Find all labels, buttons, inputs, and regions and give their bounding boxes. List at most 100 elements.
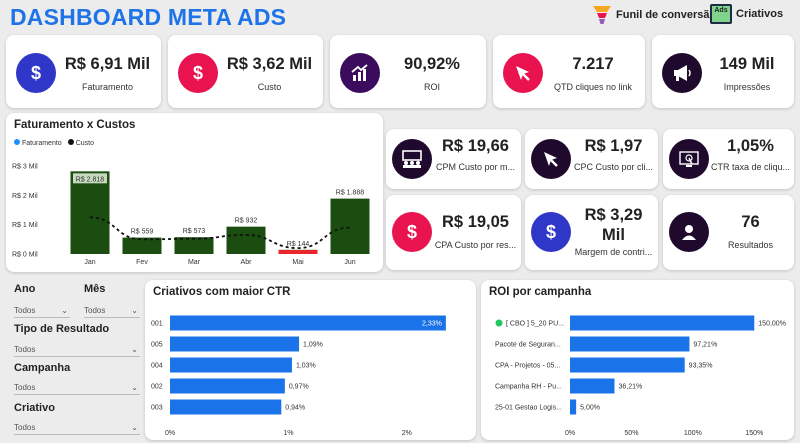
x-tick-label: Mai — [292, 259, 304, 266]
kpi-side-card-6: 76 Resultados — [663, 195, 794, 270]
kpi-value: 149 Mil — [719, 55, 775, 73]
x-tick-label: 100% — [684, 430, 702, 437]
data-label: R$ 144 — [287, 241, 310, 248]
cost-line — [89, 216, 351, 250]
category-label: Campanha RH - Pu... — [495, 384, 562, 391]
chevron-down-icon: ⌄ — [131, 344, 138, 354]
filter-value-ano: Todos — [14, 305, 36, 315]
kpi-card-3: 90,92% ROI — [330, 35, 486, 108]
x-tick-label: 0% — [165, 430, 175, 437]
kpi-value: 90,92% — [404, 55, 460, 73]
filter-label-tipo-resultado: Tipo de Resultado — [14, 323, 110, 335]
bar-4[interactable] — [570, 378, 615, 394]
bar-faturamento-mar[interactable] — [174, 237, 214, 254]
growth-chart-icon — [340, 53, 380, 93]
bar-faturamento-jan[interactable] — [70, 171, 110, 254]
kpi-label: Faturamento — [81, 82, 134, 92]
kpi-label: Custo — [257, 82, 282, 92]
ads-icon: Ads — [710, 4, 732, 24]
bar-1[interactable] — [570, 315, 755, 331]
category-label: 005 — [151, 342, 163, 349]
filter-value-criativo: Todos — [14, 422, 36, 432]
kpi-side-card-3: 1,05% CTR taxa de cliqu... — [663, 129, 794, 189]
bar-faturamento-fev[interactable] — [122, 237, 162, 254]
funnel-nav-label: Funil de conversão — [616, 9, 717, 21]
svg-text:$: $ — [193, 63, 203, 83]
chevron-down-icon: ⌄ — [131, 382, 138, 392]
y-tick-label: R$ 3 Mil — [12, 164, 38, 171]
kpi-label: CPA Custo por res... — [434, 240, 517, 250]
filter-select-criativo[interactable]: Todos ⌄ — [14, 420, 140, 435]
status-dot-icon — [495, 319, 503, 327]
filter-value-mes: Todos — [84, 305, 106, 315]
kpi-label: Margem de contri... — [574, 247, 653, 257]
filter-select-campanha[interactable]: Todos ⌄ — [14, 380, 140, 395]
audience-icon — [392, 139, 432, 179]
legend-item-custo: Custo — [67, 139, 94, 147]
x-tick-label: Mar — [188, 259, 201, 266]
y-tick-label: R$ 0 Mil — [12, 252, 38, 259]
filter-select-tipo-resultado[interactable]: Todos ⌄ — [14, 342, 140, 357]
bar-2[interactable] — [170, 336, 300, 352]
bar-5[interactable] — [570, 399, 577, 415]
data-label: R$ 2.818 — [76, 176, 105, 183]
x-tick-label: Jun — [344, 259, 355, 266]
kpi-value: R$ 3,29 Mil — [584, 206, 643, 244]
ctr-chart-card: Criativos com maior CTR 001 2,33% 005 1,09%… — [145, 280, 476, 440]
filter-label-ano: Ano — [14, 283, 36, 295]
x-tick-label: Abr — [241, 259, 253, 266]
roi-chart-card: ROI por campanha [ CBO ] 5_20 PU... 150,0… — [481, 280, 794, 440]
filter-label-mes: Mês — [84, 283, 106, 295]
roi-chart-title: ROI por campanha — [489, 286, 592, 298]
bar-2[interactable] — [570, 336, 690, 352]
creatives-nav-button[interactable]: Ads Criativos — [710, 4, 783, 24]
filter-label-campanha: Campanha — [14, 362, 71, 374]
filter-select-ano[interactable]: Todos ⌄ — [14, 303, 70, 318]
bar-faturamento-abr[interactable] — [226, 226, 266, 254]
cursor-icon — [503, 53, 543, 93]
svg-text:$: $ — [546, 222, 556, 242]
category-label: CPA - Projetos - 05... — [495, 363, 560, 370]
category-label: 003 — [151, 405, 163, 412]
filter-select-mes[interactable]: Todos ⌄ — [84, 303, 140, 318]
x-tick-label: 0% — [565, 430, 575, 437]
category-label: 004 — [151, 363, 163, 370]
kpi-card-2: $ R$ 3,62 Mil Custo — [168, 35, 323, 108]
user-icon — [669, 212, 709, 252]
dollar-icon: $ — [392, 212, 432, 252]
data-label: 97,21% — [693, 342, 717, 349]
dollar-icon: $ — [178, 53, 218, 93]
megaphone-icon — [662, 53, 702, 93]
svg-text:$: $ — [31, 63, 41, 83]
category-label: Pacote de Seguran... — [495, 342, 561, 349]
bar-faturamento-jun[interactable] — [330, 198, 370, 254]
kpi-card-1: $ R$ 6,91 Mil Faturamento — [6, 35, 161, 108]
data-label: R$ 1.888 — [336, 190, 365, 197]
bar-4[interactable] — [170, 378, 285, 394]
kpi-value: 1,05% — [727, 137, 774, 155]
category-label: 25-01 Gestao Logis... — [495, 405, 562, 412]
data-label: R$ 573 — [183, 228, 206, 235]
bar-3[interactable] — [570, 357, 685, 373]
svg-text:$: $ — [407, 222, 417, 242]
revenue-cost-chart: R$ 0 Mil R$ 1 Mil R$ 2 Mil R$ 3 Mil R$ 2.818… — [12, 164, 370, 266]
chevron-down-icon: ⌄ — [61, 305, 68, 315]
revenue-cost-chart-card: Faturamento x Custos Faturamento Custo R… — [6, 113, 383, 272]
bar-highlight-mai — [278, 250, 318, 254]
funnel-nav-button[interactable]: Funil de conversão — [592, 4, 716, 26]
revenue-chart-title: Faturamento x Custos — [14, 119, 136, 131]
bar-3[interactable] — [170, 357, 292, 373]
roi-chart: [ CBO ] 5_20 PU... 150,00% Pacote de Segur… — [495, 315, 786, 437]
ads-icon-text: Ads — [714, 7, 728, 14]
data-label: 1,09% — [303, 342, 323, 349]
bar-1[interactable] — [170, 315, 446, 331]
y-tick-label: R$ 1 Mil — [12, 222, 38, 229]
x-tick-label: 2% — [402, 430, 412, 437]
kpi-label: Resultados — [727, 240, 774, 250]
chevron-down-icon: ⌄ — [131, 305, 138, 315]
click-screen-icon — [669, 139, 709, 179]
ctr-chart: 001 2,33% 005 1,09% 004 1,03% 002 0,97% 003 0,94%… — [151, 315, 446, 437]
data-label: 1,03% — [296, 363, 316, 370]
bar-5[interactable] — [170, 399, 282, 415]
kpi-label: CPC Custo por cli... — [573, 162, 654, 172]
